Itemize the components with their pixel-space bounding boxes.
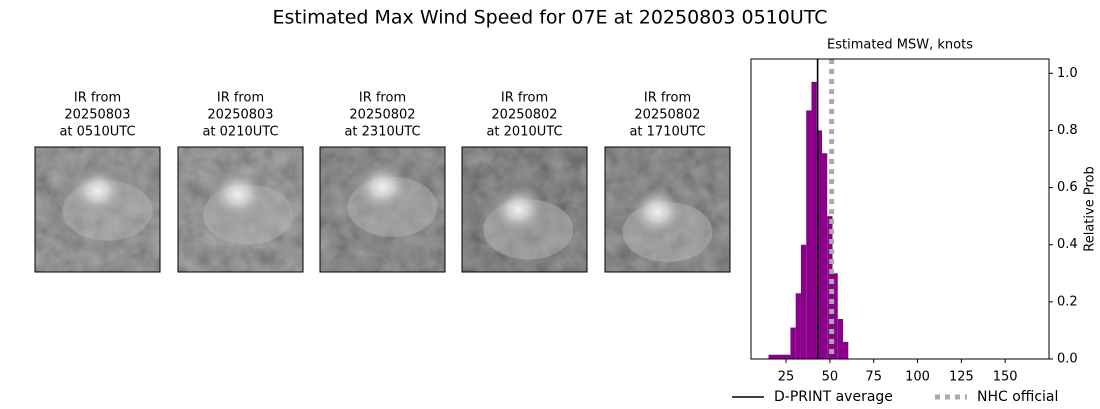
x-tick-label: 125 — [949, 370, 974, 385]
image-title: IR from — [217, 91, 264, 106]
cloud-core — [352, 161, 413, 213]
bar — [795, 293, 801, 359]
image-title: at 2010UTC — [486, 125, 562, 140]
legend-label: NHC official — [977, 389, 1058, 405]
ir-image — [177, 146, 304, 273]
cloud-core — [67, 164, 128, 217]
image-title: 20250802 — [349, 108, 415, 123]
x-tick-label: 75 — [865, 370, 882, 385]
y-tick-label: 0.4 — [1057, 237, 1078, 252]
image-title: at 1710UTC — [629, 125, 705, 140]
bar — [827, 216, 833, 359]
image-frame — [34, 146, 161, 273]
figure-title: Estimated Max Wind Speed for 07E at 2025… — [272, 7, 827, 29]
y-tick-label: 0.0 — [1057, 352, 1078, 367]
x-tick-label: 150 — [993, 370, 1018, 385]
image-frame — [604, 146, 731, 273]
bar — [806, 110, 812, 359]
bar — [768, 354, 791, 359]
image-title: 20250803 — [207, 108, 273, 123]
x-tick-label: 50 — [822, 370, 839, 385]
image-title: 20250803 — [64, 108, 130, 123]
image-title: IR from — [501, 91, 548, 106]
image-title: at 0210UTC — [202, 125, 278, 140]
image-frame — [177, 146, 304, 273]
cloud-core — [208, 168, 268, 221]
image-title: at 2310UTC — [344, 125, 420, 140]
cloud-core — [488, 183, 549, 236]
ir-image — [34, 146, 161, 273]
bar — [790, 327, 796, 359]
bar — [811, 81, 817, 359]
x-tick-label: 100 — [905, 370, 930, 385]
ir-image — [319, 146, 446, 273]
x-tick-label: 25 — [778, 370, 795, 385]
image-title: IR from — [74, 91, 121, 106]
bar — [832, 273, 838, 359]
bar — [821, 153, 828, 359]
bar — [800, 244, 807, 359]
y-axis-label: Relative Prob — [1083, 166, 1098, 251]
ir-image — [461, 146, 588, 273]
bar — [816, 130, 822, 359]
cloud-core — [627, 186, 688, 238]
bar — [843, 341, 849, 359]
image-frame — [461, 146, 588, 273]
image-title: 20250802 — [634, 108, 700, 123]
image-title: 20250802 — [491, 108, 557, 123]
legend-label: D-PRINT average — [774, 389, 893, 405]
image-title: IR from — [359, 91, 406, 106]
image-title: at 0510UTC — [59, 125, 135, 140]
chart-title: Estimated MSW, knots — [827, 38, 973, 53]
ir-image — [604, 146, 731, 273]
image-title: IR from — [644, 91, 691, 106]
bar — [837, 319, 844, 359]
y-tick-label: 1.0 — [1057, 66, 1078, 81]
image-frame — [319, 146, 446, 273]
plot-frame — [750, 58, 1050, 360]
y-tick-label: 0.2 — [1057, 294, 1078, 309]
y-tick-label: 0.8 — [1057, 123, 1078, 138]
y-tick-label: 0.6 — [1057, 180, 1078, 195]
